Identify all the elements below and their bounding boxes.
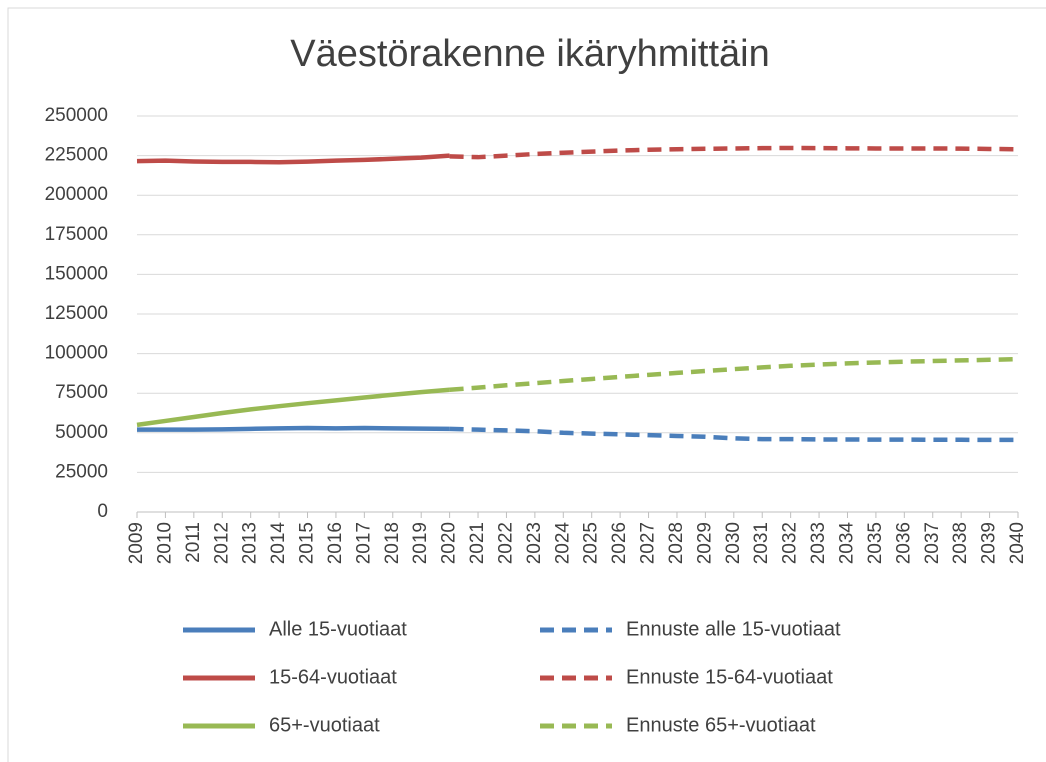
legend-label: Ennuste alle 15-vuotiaat bbox=[626, 618, 841, 640]
x-tick-label: 2024 bbox=[552, 522, 573, 565]
y-tick-label: 0 bbox=[97, 501, 108, 522]
series-line bbox=[449, 145, 1019, 160]
legend-label: Ennuste 65+-vuotiaat bbox=[626, 714, 816, 736]
y-tick-label: 50000 bbox=[55, 422, 108, 443]
x-tick-label: 2040 bbox=[1007, 522, 1028, 564]
x-tick-label: 2010 bbox=[154, 522, 175, 564]
series-line bbox=[136, 153, 450, 165]
x-tick-label: 2029 bbox=[694, 522, 715, 564]
x-tick-label: 2028 bbox=[666, 522, 687, 564]
series-line bbox=[137, 425, 450, 432]
series-line bbox=[136, 387, 450, 428]
y-tick-label: 175000 bbox=[45, 224, 108, 245]
x-tick-label: 2038 bbox=[950, 522, 971, 564]
x-tick-label: 2021 bbox=[467, 522, 488, 564]
x-tick-label: 2025 bbox=[581, 522, 602, 564]
x-tick-label: 2031 bbox=[751, 522, 772, 564]
x-tick-label: 2014 bbox=[268, 522, 289, 565]
x-tick-label: 2032 bbox=[780, 522, 801, 564]
y-tick-label: 150000 bbox=[45, 263, 108, 284]
y-tick-label: 250000 bbox=[45, 105, 108, 126]
x-tick-label: 2023 bbox=[524, 522, 545, 564]
x-tick-label: 2011 bbox=[183, 522, 204, 563]
legend-label: Alle 15-vuotiaat bbox=[269, 618, 407, 640]
x-tick-label: 2035 bbox=[865, 522, 886, 564]
x-tick-label: 2039 bbox=[979, 522, 1000, 564]
legend-label: 15-64-vuotiaat bbox=[269, 666, 397, 688]
x-tick-label: 2033 bbox=[808, 522, 829, 564]
x-tick-label: 2030 bbox=[723, 522, 744, 564]
x-tick-label: 2020 bbox=[439, 522, 460, 564]
x-tick-label: 2036 bbox=[893, 522, 914, 564]
y-tick-label: 100000 bbox=[45, 343, 108, 364]
y-tick-label: 125000 bbox=[45, 303, 108, 324]
x-tick-label: 2016 bbox=[325, 522, 346, 564]
x-tick-label: 2013 bbox=[240, 522, 261, 564]
y-tick-label: 75000 bbox=[55, 382, 108, 403]
legend-label: Ennuste 15-64-vuotiaat bbox=[626, 666, 833, 688]
y-tick-label: 225000 bbox=[45, 145, 108, 166]
x-tick-label: 2027 bbox=[638, 522, 659, 564]
x-tick-label: 2009 bbox=[126, 522, 147, 564]
series-line bbox=[449, 426, 1018, 443]
x-tick-label: 2018 bbox=[382, 522, 403, 564]
chart-frame bbox=[7, 7, 1046, 762]
x-tick-label: 2019 bbox=[410, 522, 431, 564]
x-tick-label: 2012 bbox=[211, 522, 232, 564]
x-tick-label: 2034 bbox=[836, 522, 857, 565]
y-tick-label: 25000 bbox=[55, 461, 108, 482]
x-tick-label: 2015 bbox=[297, 522, 318, 564]
x-tick-label: 2026 bbox=[609, 522, 630, 564]
legend-label: 65+-vuotiaat bbox=[269, 714, 380, 736]
series-line bbox=[449, 356, 1019, 392]
y-tick-label: 200000 bbox=[45, 184, 108, 205]
x-tick-label: 2017 bbox=[353, 522, 374, 564]
chart-title: Väestörakenne ikäryhmittäin bbox=[290, 33, 769, 75]
x-tick-label: 2037 bbox=[922, 522, 943, 564]
x-tick-label: 2022 bbox=[495, 522, 516, 564]
